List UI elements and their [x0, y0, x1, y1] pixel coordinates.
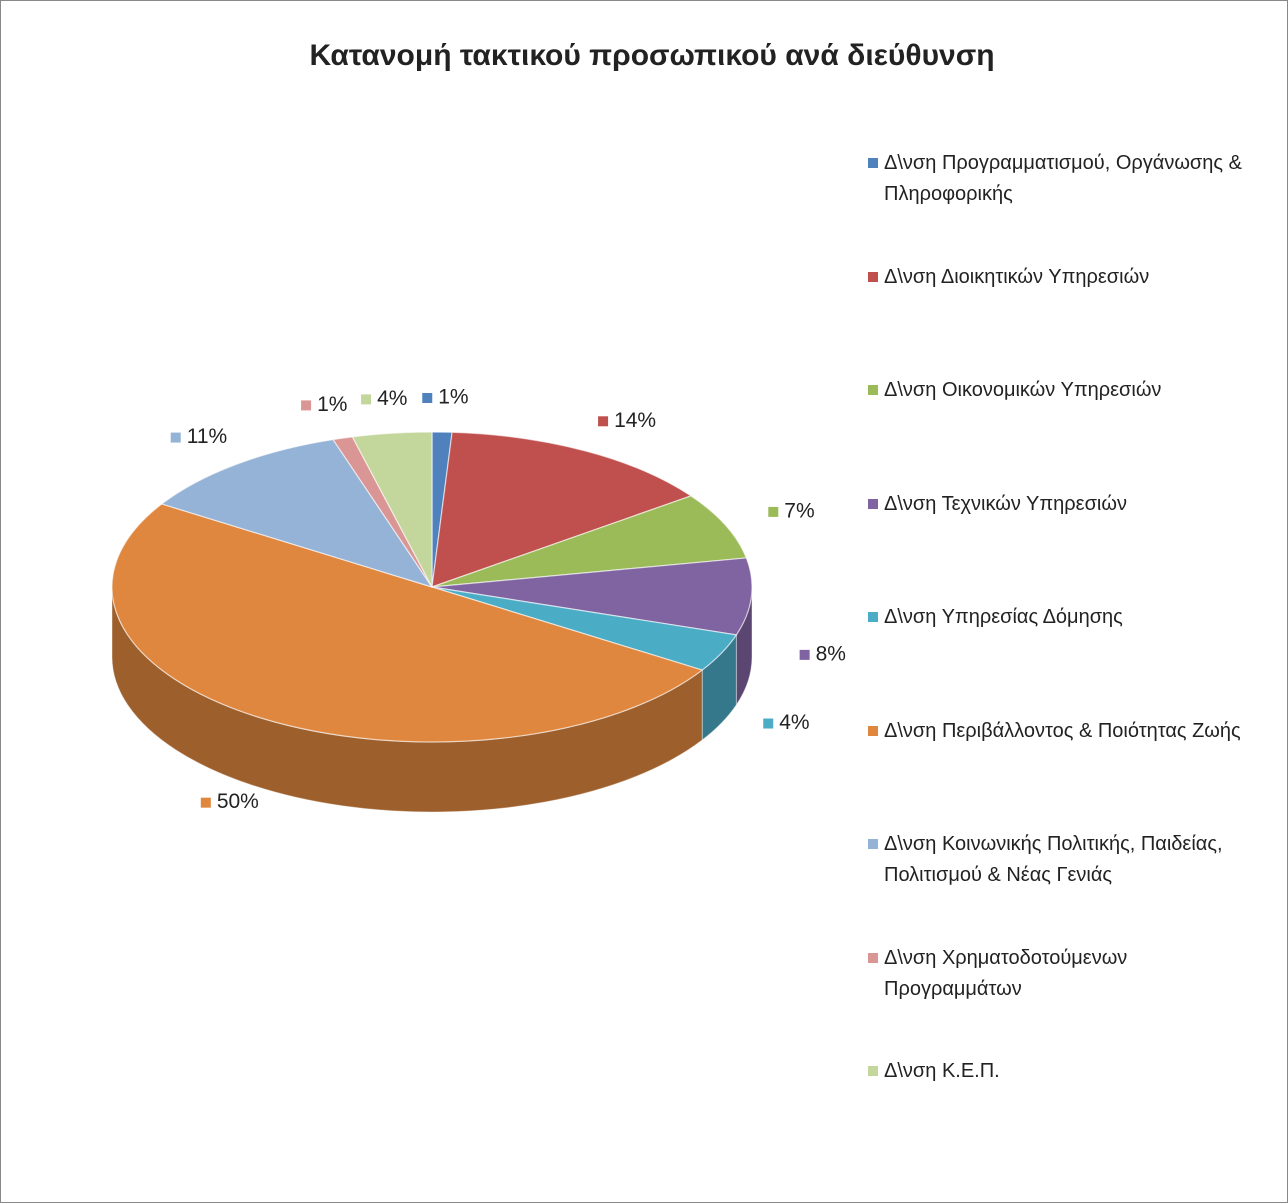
- data-label: 4%: [377, 387, 407, 410]
- data-label: 1%: [317, 393, 347, 416]
- data-label: 1%: [438, 386, 468, 409]
- data-label-swatch: [799, 649, 810, 660]
- data-label-swatch: [598, 416, 609, 427]
- data-label-swatch: [301, 400, 312, 411]
- legend-swatch: [868, 158, 878, 168]
- legend-swatch: [868, 725, 878, 736]
- legend-item: Δ\νση Τεχνικών Υπηρεσιών: [868, 489, 1268, 520]
- chart-title: Κατανομή τακτικού προσωπικού ανά διεύθυν…: [309, 39, 994, 72]
- legend-label: Δ\νση Διοικητικών Υπηρεσιών: [884, 265, 1150, 288]
- slice: [111, 503, 704, 743]
- legend-label: Δ\νση Οικονομικών Υπηρεσιών: [884, 379, 1162, 401]
- data-label: 7%: [784, 499, 814, 522]
- legend-swatch: [868, 1066, 878, 1076]
- data-label: 50%: [217, 790, 259, 813]
- legend-swatch: [868, 952, 878, 963]
- legend-label: Δ\νση Περιβάλλοντος & Ποιότητας Ζωής: [884, 719, 1241, 742]
- legend-item: Δ\νση Κ.Ε.Π.: [868, 1056, 1268, 1087]
- slice: [431, 495, 748, 588]
- legend-label: Δ\νση Κοινωνικής Πολιτικής, Παιδείας, Πο…: [884, 833, 1223, 886]
- data-label-swatch: [768, 506, 779, 517]
- legend-swatch: [868, 385, 878, 395]
- legend-item: Δ\νση Προγραμματισμού, Οργάνωσης & Πληρο…: [868, 148, 1268, 210]
- data-label-swatch: [200, 797, 211, 808]
- legend-swatch: [868, 612, 878, 622]
- legend-item: Δ\νση Κοινωνικής Πολιτικής, Παιδείας, Πο…: [868, 829, 1268, 891]
- legend-label: Δ\νση Κ.Ε.Π.: [884, 1060, 1000, 1082]
- slice: [431, 431, 693, 588]
- data-label-swatch: [361, 394, 372, 405]
- legend-label: Δ\νση Τεχνικών Υπηρεσιών: [884, 492, 1127, 515]
- data-label-swatch: [763, 718, 774, 729]
- legend-label: Δ\νση Υπηρεσίας Δόμησης: [884, 606, 1123, 628]
- data-label: 4%: [779, 711, 809, 734]
- slice: [351, 431, 433, 588]
- data-label-swatch: [422, 392, 433, 403]
- slice: [431, 557, 753, 636]
- data-label: 11%: [187, 425, 227, 448]
- legend-item: Δ\νση Περιβάλλοντος & Ποιότητας Ζωής: [868, 716, 1268, 747]
- data-label: 14%: [614, 409, 656, 432]
- legend-item: Δ\νση Διοικητικών Υπηρεσιών: [868, 262, 1268, 293]
- legend-label: Δ\νση Χρηματοδοτούμενων Προγραμμάτων: [884, 946, 1128, 1000]
- slice: [160, 438, 434, 589]
- data-label: 8%: [816, 642, 846, 665]
- data-label-swatch: [170, 432, 181, 443]
- legend-item: Δ\νση Οικονομικών Υπηρεσιών: [868, 375, 1268, 406]
- legend-swatch: [868, 839, 878, 849]
- legend-item: Δ\νση Χρηματοδοτούμενων Προγραμμάτων: [868, 943, 1268, 1005]
- legend-swatch: [868, 498, 878, 509]
- legend-item: Δ\νση Υπηρεσίας Δόμησης: [868, 602, 1268, 633]
- legend-label: Δ\νση Προγραμματισμού, Οργάνωσης & Πληρο…: [884, 152, 1242, 205]
- legend-swatch: [868, 271, 878, 282]
